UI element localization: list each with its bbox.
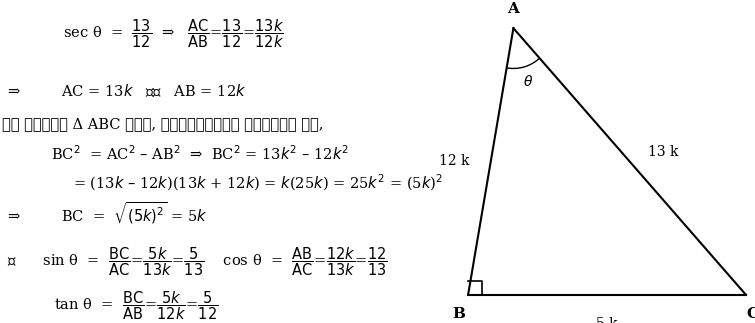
Text: ⇒         AC = 13$k$   और   AB = 12$k$: ⇒ AC = 13$k$ और AB = 12$k$ (7, 82, 246, 99)
Text: $\theta$: $\theta$ (523, 74, 534, 89)
Text: sec θ  =  $\dfrac{13}{12}$  ⇒   $\dfrac{\mathrm{AC}}{\mathrm{AB}}$=$\dfrac{13}{1: sec θ = $\dfrac{13}{12}$ ⇒ $\dfrac{\math… (63, 18, 285, 50)
Text: = (13$k$ – 12$k$)(13$k$ + 12$k$) = $k$(25$k$) = 25$k^{2}$ = (5$k$)$^{2}$: = (13$k$ – 12$k$)(13$k$ + 12$k$) = $k$(2… (72, 172, 442, 193)
Text: अब समकोण Δ ABC में, पाइथागोरस प्रमेय से,: अब समकोण Δ ABC में, पाइथागोरस प्रमेय से, (2, 117, 324, 131)
Text: 12 k: 12 k (439, 154, 470, 169)
Text: 13 k: 13 k (648, 145, 678, 159)
Text: ⇒         BC  =  $\sqrt{(5k)^2}$ = 5$k$: ⇒ BC = $\sqrt{(5k)^2}$ = 5$k$ (7, 201, 208, 226)
Text: ∴      sin θ  =  $\dfrac{\mathrm{BC}}{\mathrm{AC}}$=$\dfrac{5k}{13k}$=$\dfrac{5}: ∴ sin θ = $\dfrac{\mathrm{BC}}{\mathrm{A… (7, 245, 388, 278)
Text: B: B (452, 307, 466, 321)
Text: A: A (507, 2, 519, 16)
Text: tan θ  =  $\dfrac{\mathrm{BC}}{\mathrm{AB}}$=$\dfrac{5k}{12k}$=$\dfrac{5}{12}$: tan θ = $\dfrac{\mathrm{BC}}{\mathrm{AB}… (54, 289, 218, 321)
Text: BC$^{2}$  = AC$^{2}$ – AB$^{2}$  ⇒  BC$^{2}$ = 13$k^{2}$ – 12$k^{2}$: BC$^{2}$ = AC$^{2}$ – AB$^{2}$ ⇒ BC$^{2}… (51, 144, 350, 163)
Text: 5 k: 5 k (596, 317, 618, 323)
Text: C: C (746, 307, 755, 321)
